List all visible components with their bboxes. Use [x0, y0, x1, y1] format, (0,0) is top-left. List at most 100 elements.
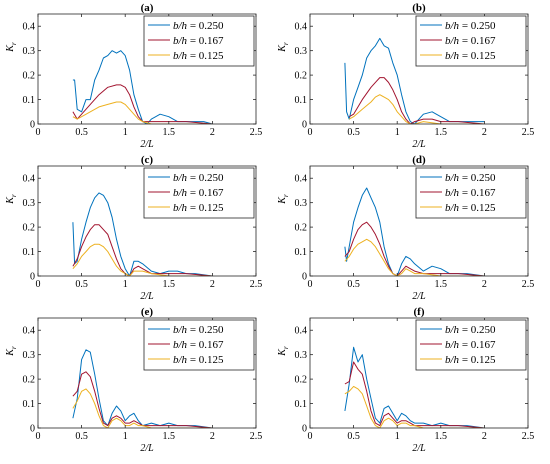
legend-label-var: b/h — [173, 35, 188, 47]
x-tick-label: 0 — [36, 279, 41, 290]
subplot-title: (e) — [141, 306, 154, 318]
legend-label-value: = 0.250 — [459, 20, 496, 32]
subplot-b: (b) 0 0.5 1 1.5 2 2.5 0 0.1 0.2 0.3 0.4 2/L Kr b/h = 0… — [277, 2, 534, 150]
subplot-title: (b) — [412, 2, 426, 14]
axes-box — [37, 13, 257, 125]
subplot-title: (a) — [141, 2, 154, 14]
x-tick-label: 1 — [123, 127, 128, 138]
legend-label-var: b/h — [445, 172, 460, 184]
legend-label: b/h = 0.167 — [173, 187, 224, 199]
x-tick-label: 0 — [36, 127, 41, 138]
axes-box — [37, 317, 257, 429]
y-axis-label: Kr — [277, 346, 290, 357]
legend-label-value: = 0.167 — [187, 35, 224, 47]
x-tick-label: 1 — [123, 431, 128, 442]
y-tick-label: 0.2 — [295, 71, 308, 82]
x-tick-label: 0.5 — [75, 127, 88, 138]
legend-label-var: b/h — [173, 354, 188, 366]
y-tick-label: 0.3 — [295, 46, 308, 57]
legend-label-var: b/h — [173, 339, 188, 351]
series-line-3 — [72, 101, 213, 124]
legend-label: b/h = 0.250 — [445, 20, 496, 32]
y-tick-label: 0.3 — [23, 46, 36, 57]
legend-box — [415, 319, 527, 371]
y-axis-label: Kr — [5, 42, 18, 53]
y-tick-label: 0 — [302, 424, 307, 435]
series-line-2 — [72, 371, 213, 428]
legend-label-var: b/h — [173, 202, 188, 214]
y-tick-label: 0.1 — [295, 399, 308, 410]
legend-label-value: = 0.167 — [187, 187, 224, 199]
subplot-e: (e) 0 0.5 1 1.5 2 2.5 0 0.1 0.2 0.3 0.4 2/L Kr b/h = 0… — [5, 306, 262, 454]
y-tick-label: 0.4 — [23, 326, 36, 337]
y-axis-label: Kr — [277, 194, 290, 205]
x-tick-label: 0 — [36, 431, 41, 442]
legend-label-value: = 0.167 — [187, 339, 224, 351]
x-tick-label: 1 — [395, 279, 400, 290]
y-axis-label-sub: r — [282, 346, 290, 349]
x-tick-label: 0.5 — [75, 431, 88, 442]
legend-label-value: = 0.250 — [187, 172, 224, 184]
legend-label-value: = 0.125 — [187, 354, 224, 366]
legend-label-value: = 0.125 — [459, 354, 496, 366]
x-tick-label: 1.5 — [163, 431, 176, 442]
series-line-3 — [72, 388, 213, 428]
y-tick-label: 0 — [30, 120, 35, 131]
x-tick-label: 2 — [482, 127, 487, 138]
x-tick-label: 2 — [210, 431, 215, 442]
x-tick-label: 1.5 — [163, 127, 176, 138]
series-line-1 — [344, 37, 485, 124]
x-axis-label: 2/L — [140, 443, 154, 454]
y-tick-label: 0 — [302, 272, 307, 283]
legend-label-value: = 0.167 — [459, 339, 496, 351]
x-tick-label: 2.5 — [250, 127, 263, 138]
x-tick-label: 2.5 — [522, 279, 535, 290]
subplot-title: (f) — [414, 306, 425, 318]
y-tick-label: 0.3 — [23, 350, 36, 361]
x-tick-label: 0.5 — [347, 431, 360, 442]
legend-label: b/h = 0.167 — [173, 339, 224, 351]
y-tick-label: 0.4 — [23, 174, 36, 185]
y-tick-label: 0.3 — [23, 198, 36, 209]
legend-label-var: b/h — [445, 339, 460, 351]
x-tick-label: 2 — [482, 279, 487, 290]
x-tick-label: 0.5 — [347, 279, 360, 290]
y-tick-label: 0.4 — [295, 174, 308, 185]
series-line-2 — [344, 361, 485, 428]
x-tick-label: 2 — [482, 431, 487, 442]
legend-label-var: b/h — [173, 50, 188, 62]
legend-label-var: b/h — [445, 354, 460, 366]
x-tick-label: 1.5 — [435, 127, 448, 138]
legend-label: b/h = 0.167 — [445, 35, 496, 47]
y-tick-label: 0.1 — [23, 95, 36, 106]
legend-label-value: = 0.250 — [187, 324, 224, 336]
legend-label-value: = 0.250 — [187, 20, 224, 32]
legend-label-var: b/h — [173, 324, 188, 336]
legend-box — [415, 167, 527, 219]
series-line-1 — [72, 50, 213, 124]
y-axis-label-main: K — [277, 348, 288, 357]
legend-label: b/h = 0.250 — [445, 172, 496, 184]
axes-box — [309, 13, 529, 125]
y-tick-label: 0 — [30, 272, 35, 283]
legend-label-var: b/h — [173, 187, 188, 199]
series-line-1 — [72, 349, 213, 428]
series-line-3 — [344, 238, 485, 276]
legend-label: b/h = 0.250 — [173, 324, 224, 336]
series-line-3 — [348, 94, 485, 124]
x-tick-label: 2 — [210, 127, 215, 138]
x-tick-label: 1.5 — [435, 279, 448, 290]
x-tick-label: 2 — [210, 279, 215, 290]
legend-label: b/h = 0.125 — [445, 202, 496, 214]
y-axis-label-main: K — [277, 196, 288, 205]
y-tick-label: 0 — [302, 120, 307, 131]
x-tick-label: 1 — [123, 279, 128, 290]
legend-label-value: = 0.125 — [187, 202, 224, 214]
x-tick-label: 1.5 — [163, 279, 176, 290]
y-axis-label-main: K — [5, 348, 16, 357]
y-tick-label: 0.4 — [23, 22, 36, 33]
x-tick-label: 2.5 — [522, 431, 535, 442]
x-axis-label: 2/L — [140, 139, 154, 150]
y-axis-label-main: K — [5, 196, 16, 205]
x-tick-label: 1 — [395, 127, 400, 138]
